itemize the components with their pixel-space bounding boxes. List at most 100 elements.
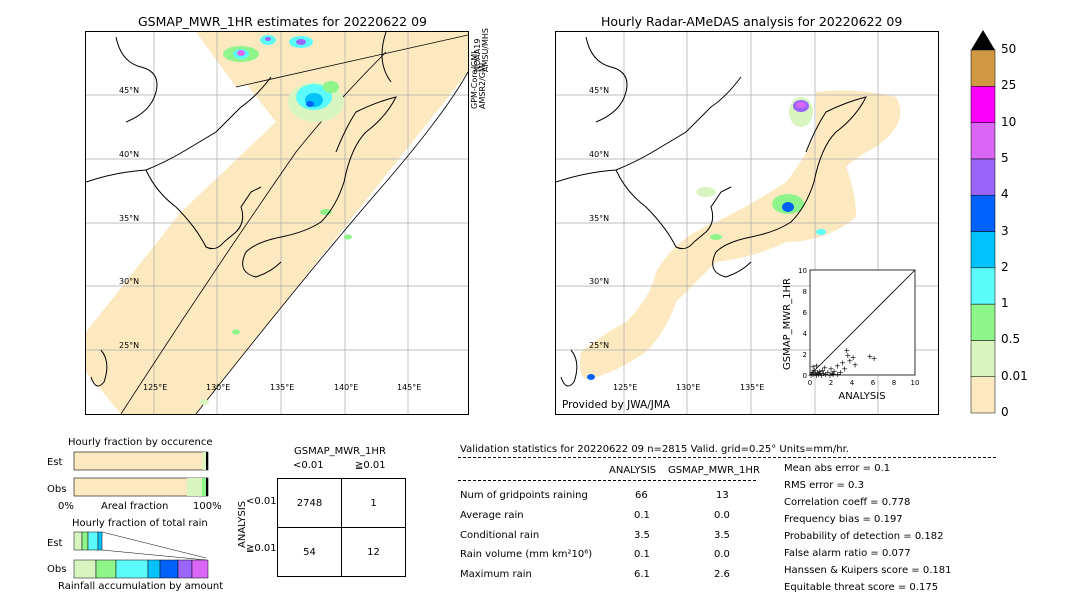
lat-label: 45°N [589,86,609,95]
scatter-ytick: 2 [803,351,807,359]
scatter-ytick: 6 [803,309,808,317]
ct-cell-11: 2748 [277,478,342,528]
colorbar-segment [970,122,996,160]
lat-label: 40°N [589,150,609,159]
contingency-title: GSMAP_MWR_1HR [294,446,386,457]
swath-edges [120,34,468,414]
ct-col1: <0.01 [293,460,324,471]
scatter-point: + [820,369,827,378]
scatter-point: + [834,362,841,371]
score: Frequency bias = 0.197 [784,514,903,525]
lon-label: 135°E [740,383,764,392]
colorbar-tick: 4 [1001,187,1009,202]
stat-a: 6.1 [634,569,650,580]
col-gsmap: GSMAP_MWR_1HR [668,465,760,476]
score: Correlation coeff = 0.778 [784,497,911,508]
score: Mean abs error = 0.1 [784,463,891,474]
colorbar-segment [970,376,996,414]
lat-label: 35°N [119,214,139,223]
occ-obs-rain2 [202,478,206,496]
contingency-table: 2748 1 54 12 [277,478,406,577]
score: Probability of detection = 0.182 [784,531,944,542]
occ-obs-label: Obs [47,484,67,495]
colorbar-tick: 2 [1001,259,1009,274]
stat-label: Average rain [460,510,524,521]
score: Hanssen & Kuipers score = 0.181 [784,565,952,576]
colorbar-segment [970,340,996,377]
colorbar [970,30,996,414]
colorbar-tick: 3 [1001,223,1009,238]
scatter-ytick: 8 [803,288,807,296]
colorbar-tick: 1 [1001,296,1009,311]
occ-est-edge [206,452,208,470]
stat-g: 13 [716,490,729,501]
lon-label: 130°E [676,383,700,392]
ct-cell-12: 1 [341,478,406,528]
stat-g: 0.0 [714,549,730,560]
scatter-point: + [871,354,878,363]
colorbar-segment [970,158,996,196]
scatter-point: + [837,368,844,377]
ct-row1: <0.01 [246,496,277,507]
score: Equitable threat score = 0.175 [784,582,939,593]
occurence-bars [73,451,209,497]
left-map-panel: 45°N 40°N 35°N 30°N 25°N 125°E 130°E 135… [85,31,469,415]
scatter-point: + [828,365,835,374]
lat-label: 25°N [589,341,609,350]
precip-blobs [199,35,352,405]
scatter-point: + [843,346,850,355]
occ-obs-rain [187,478,202,496]
stat-g: 3.5 [714,530,730,541]
scatter-ytick: 0 [803,372,807,380]
scatter-xtick: 2 [829,379,833,387]
ct-col2: ≧0.01 [355,460,386,471]
lon-label: 140°E [334,383,358,392]
scatter-point: + [815,370,822,379]
right-map-canvas: 45°N 40°N 35°N 30°N 25°N 125°E 130°E 135… [556,32,938,414]
colorbar-tick: 0 [1001,405,1009,419]
stat-label: Maximum rain [460,569,532,580]
colorbar-tick: 5 [1001,150,1009,165]
svg-text:ANALYSIS: ANALYSIS [237,501,248,548]
scatter-point: + [810,370,817,379]
lon-label: 145°E [397,383,421,392]
lat-label: 45°N [119,86,139,95]
radar-coverage [580,90,901,380]
left-lat-labels: 45°N 40°N 35°N 30°N 25°N [119,86,139,350]
colorbar-tick: 10 [1001,114,1017,129]
colorbar-tick: 0.01 [1001,368,1028,383]
validation-divider-2 [458,480,756,481]
scatter-points: ++++++++++++++++++++++++++++++++ + ++ [808,346,878,380]
ct-row2: ≧0.01 [246,543,277,554]
scatter-point: + [809,368,816,377]
scatter-point: + [813,362,820,371]
total-rain-title: Hourly fraction of total rain [72,518,208,529]
occ-est-label: Est [47,457,63,468]
right-lon-labels: 125°E 130°E 135°E [613,383,764,392]
left-lon-labels: 125°E 130°E 135°E 140°E 145°E [143,383,421,392]
scatter-ticks: 0 2 4 6 8 10 0 2 4 6 8 10 [798,267,919,387]
data-credit: Provided by JWA/JMA [562,399,671,411]
scatter-point: + [819,366,826,375]
scatter-point: + [850,353,857,362]
scatter-ylabel: GSMAP_MWR_1HR [782,278,793,370]
colorbar-tick: 50 [1001,42,1017,56]
occ-xlabel: Areal fraction [101,501,169,512]
scatter-point: + [829,369,836,378]
stat-g: 0.0 [714,510,730,521]
scatter-point: + [810,363,817,372]
occ-est-rain [203,452,206,470]
colorbar-segment [970,303,996,341]
scatter-point: + [831,367,838,376]
colorbar-segment [970,267,996,305]
stat-a: 0.1 [634,549,650,560]
colorbar-segment [970,231,996,269]
stat-label: Num of gridpoints raining [460,490,588,501]
stat-label: Rain volume (mm km²10⁶) [460,549,593,560]
colorbar-segment [970,49,996,87]
stat-g: 2.6 [714,569,730,580]
lat-label: 30°N [589,277,609,286]
scatter-inset: ++++++++++++++++++++++++++++++++ + ++ 0 2 4 6… [782,267,919,402]
lon-label: 135°E [270,383,294,392]
occ-x0: 0% [58,501,74,512]
